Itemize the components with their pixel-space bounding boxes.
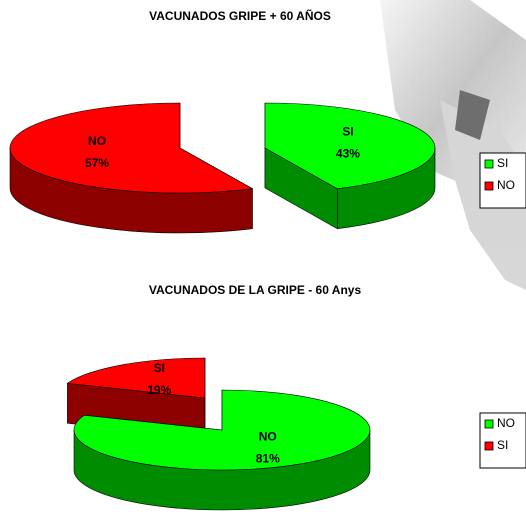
legend-label: SI — [497, 438, 508, 452]
slice-value-label: 57% — [85, 156, 109, 170]
legend-label: NO — [497, 178, 515, 192]
slice-category-label: SI — [342, 124, 353, 138]
slice-category-label: NO — [88, 134, 106, 148]
slice-value-label: 81% — [256, 451, 280, 465]
slice-category-label: SI — [154, 361, 165, 375]
legend-swatch — [485, 420, 493, 428]
legend-label: NO — [497, 416, 515, 430]
slice-value-label: 19% — [147, 383, 171, 397]
slice-category-label: NO — [259, 429, 277, 443]
legend-swatch — [485, 182, 493, 190]
legend-swatch — [485, 442, 493, 450]
slice-value-label: 43% — [336, 146, 360, 160]
page: VACUNADOS GRIPE + 60 AÑOSSI43%NO57%SINOV… — [0, 0, 526, 512]
legend-swatch — [485, 160, 493, 168]
slice — [10, 103, 252, 233]
legend: NO SI — [480, 413, 526, 468]
chart-title: VACUNADOS GRIPE + 60 AÑOS — [149, 8, 331, 23]
legend-label: SI — [497, 156, 508, 170]
legend: SI NO — [480, 153, 526, 208]
chart-title: VACUNADOS DE LA GRIPE - 60 Anys — [149, 283, 362, 297]
pie-chart: VACUNADOS DE LA GRIPE - 60 Anys NO 81% SI 19… — [67, 283, 526, 510]
